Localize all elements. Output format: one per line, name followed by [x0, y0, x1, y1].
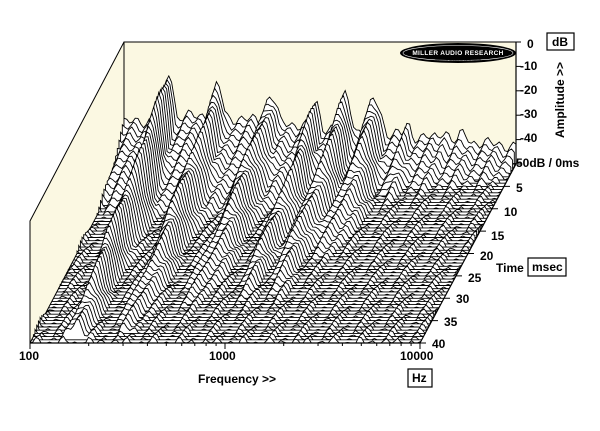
frequency-unit-box — [407, 368, 433, 388]
time-tick-15: 15 — [491, 229, 505, 243]
freq-tick-1000: 1000 — [209, 349, 236, 363]
amp-tick-1: -10 — [520, 59, 538, 73]
time-tick-5: 5 — [516, 181, 523, 195]
brand-logo: MILLER AUDIO RESEARCH testing the measur… — [400, 43, 516, 63]
amplitude-unit: dB — [552, 35, 568, 49]
frequency-unit: Hz — [412, 371, 427, 385]
time-tick-10: 10 — [504, 205, 518, 219]
freq-tick-10000: 10000 — [400, 349, 434, 363]
time-tick-20: 20 — [480, 249, 494, 263]
time-tick-labels: 5 10 15 20 25 30 35 40 — [432, 181, 523, 351]
logo-tagline: testing the measure of sound quality — [435, 58, 482, 62]
time-tick-30: 30 — [456, 292, 470, 306]
amp-tick-2: -20 — [520, 83, 538, 97]
amplitude-tick-labels: 0 -10 -20 -30 -40 -50dB / 0ms — [512, 37, 580, 170]
time-unit-box — [527, 257, 567, 277]
time-tick-25: 25 — [468, 271, 482, 285]
time-unit: msec — [532, 260, 563, 274]
time-tick-35: 35 — [444, 315, 458, 329]
decay-slice — [46, 274, 438, 312]
amplitude-unit-box — [546, 32, 575, 51]
frequency-axis-title: Frequency >> — [198, 372, 276, 386]
decay-slices — [29, 74, 517, 344]
logo-name: MILLER AUDIO RESEARCH — [412, 50, 503, 57]
amp-tick-0: 0 — [527, 37, 534, 51]
freq-tick-100: 100 — [19, 349, 39, 363]
chart-frame — [29, 41, 521, 349]
decay-slice — [48, 268, 440, 309]
amp-tick-5: -50dB / 0ms — [512, 156, 580, 170]
amplitude-axis-title: Amplitude >> — [553, 62, 567, 138]
time-tick-40: 40 — [432, 337, 446, 351]
time-axis-title: Time — [496, 261, 524, 275]
frequency-tick-labels: 100 1000 10000 — [19, 349, 434, 363]
amp-tick-3: -30 — [520, 107, 538, 121]
amp-tick-4: -40 — [520, 131, 538, 145]
